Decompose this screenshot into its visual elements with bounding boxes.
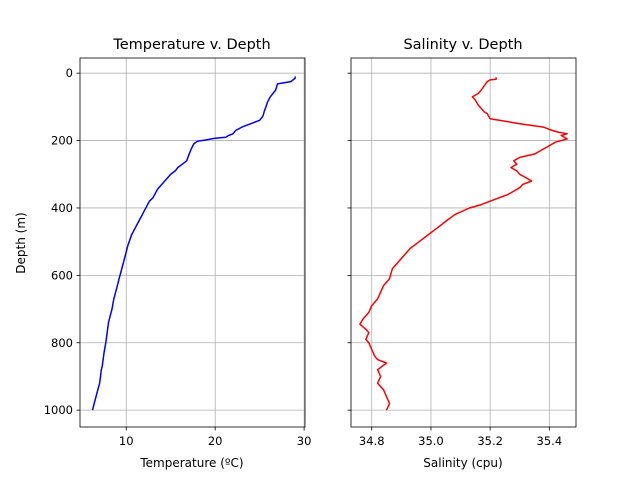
temperature-x-axis-label: Temperature (ºC) bbox=[139, 456, 243, 470]
temperature-x-tick-label: 10 bbox=[119, 434, 134, 448]
depth-y-axis-label: Depth (m) bbox=[14, 212, 28, 273]
salinity-x-axis-label: Salinity (cpu) bbox=[423, 456, 502, 470]
temperature-series-line bbox=[91, 76, 296, 411]
depth-y-tick-label: 600 bbox=[51, 268, 73, 282]
depth-y-tick-label: 800 bbox=[51, 336, 73, 350]
temperature-panel: Temperature v. Depth 10 20 30 0 200 400 600 800… bbox=[14, 37, 311, 470]
temperature-grid bbox=[80, 58, 305, 427]
temperature-plot-frame bbox=[79, 57, 306, 428]
depth-y-tick-label: 400 bbox=[51, 201, 73, 215]
salinity-x-tick-label: 35.4 bbox=[537, 434, 563, 448]
temperature-x-tick-label: 30 bbox=[297, 434, 312, 448]
salinity-plot-frame bbox=[350, 57, 577, 428]
temperature-ticks: 10 20 30 0 200 400 600 800 1000 bbox=[44, 66, 312, 448]
salinity-grid bbox=[351, 58, 576, 427]
salinity-ticks: 34.8 35.0 35.2 35.4 bbox=[347, 72, 563, 448]
salinity-chart-title: Salinity v. Depth bbox=[403, 37, 522, 53]
salinity-x-tick-label: 35.0 bbox=[418, 434, 444, 448]
salinity-x-tick-label: 34.8 bbox=[359, 434, 385, 448]
depth-y-tick-label: 0 bbox=[66, 66, 73, 80]
depth-y-tick-label: 200 bbox=[51, 134, 73, 148]
salinity-panel: Salinity v. Depth 34.8 35.0 35.2 35.4 Salin… bbox=[347, 37, 577, 470]
temperature-x-tick-label: 20 bbox=[208, 434, 223, 448]
depth-y-tick-label: 1000 bbox=[44, 403, 73, 417]
temperature-chart-title: Temperature v. Depth bbox=[112, 37, 270, 53]
salinity-series-line bbox=[359, 77, 568, 411]
salinity-x-tick-label: 35.2 bbox=[477, 434, 503, 448]
